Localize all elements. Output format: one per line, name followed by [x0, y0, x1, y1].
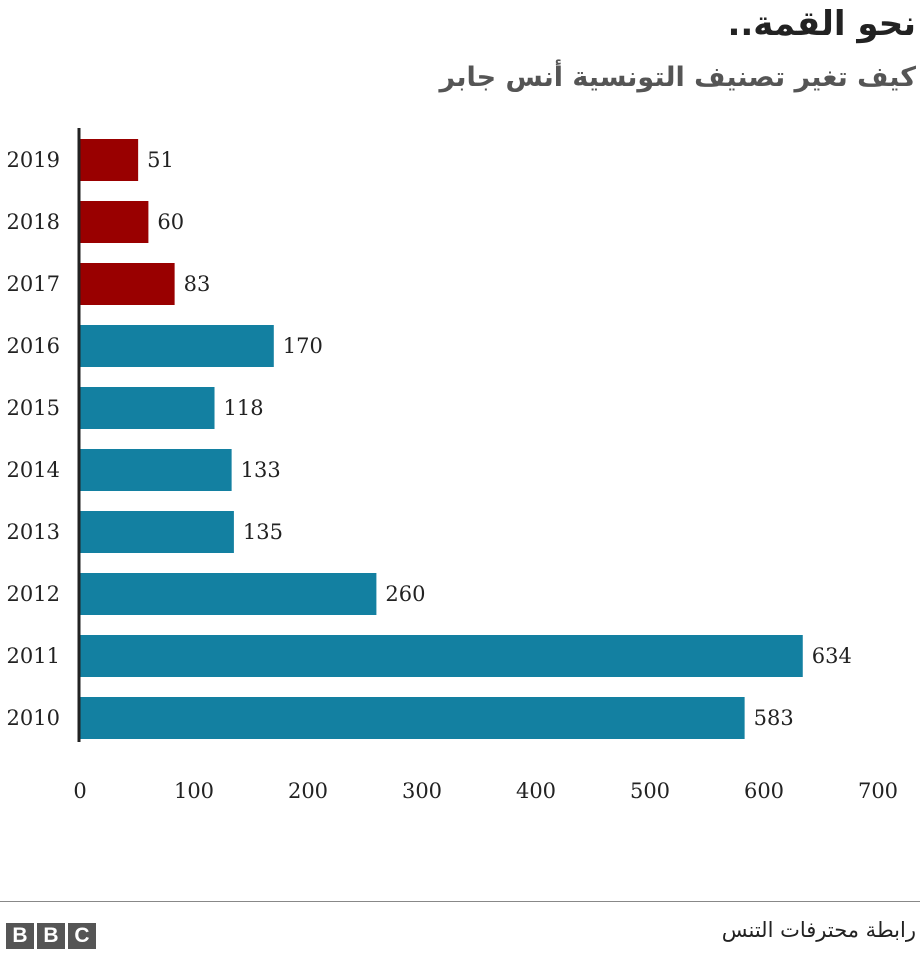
x-tick-label-200: 200 [288, 779, 328, 803]
bar-chart: 2019 51 2018 60 2017 83 2016 170 2015 118 2014 133 2… [7, 128, 898, 803]
bar-2015 [80, 387, 215, 429]
category-label-2012: 2012 [7, 582, 60, 606]
data-label-2014: 133 [241, 458, 281, 482]
data-label-2013: 135 [243, 520, 283, 544]
category-label-2010: 2010 [7, 706, 60, 730]
x-tick-label-700: 700 [858, 779, 898, 803]
data-label-2010: 583 [754, 706, 794, 730]
bar-2018 [80, 201, 149, 243]
bar-2010 [80, 697, 745, 739]
x-tick-label-500: 500 [630, 779, 670, 803]
bar-2016 [80, 325, 274, 367]
x-tick-label-100: 100 [174, 779, 214, 803]
category-label-2016: 2016 [7, 334, 60, 358]
bbc-logo-letter: B [6, 923, 34, 949]
bbc-logo: B B C [6, 923, 96, 949]
bar-2011 [80, 635, 803, 677]
category-label-2017: 2017 [7, 272, 60, 296]
bbc-logo-letter: B [37, 923, 65, 949]
category-label-2014: 2014 [7, 458, 60, 482]
footer-divider [0, 901, 920, 902]
bbc-logo-letter: C [68, 923, 96, 949]
bar-2014 [80, 449, 232, 491]
bar-2017 [80, 263, 175, 305]
bar-2013 [80, 511, 234, 553]
bar-2012 [80, 573, 377, 615]
data-label-2019: 51 [147, 148, 174, 172]
data-label-2015: 118 [224, 396, 264, 420]
data-label-2011: 634 [812, 644, 852, 668]
data-label-2012: 260 [385, 582, 425, 606]
x-tick-label-0: 0 [73, 779, 86, 803]
data-label-2017: 83 [184, 272, 211, 296]
x-tick-label-300: 300 [402, 779, 442, 803]
category-label-2011: 2011 [7, 644, 60, 668]
category-label-2018: 2018 [7, 210, 60, 234]
x-tick-label-400: 400 [516, 779, 556, 803]
data-label-2016: 170 [283, 334, 323, 358]
category-label-2015: 2015 [7, 396, 60, 420]
chart-subtitle: كيف تغير تصنيف التونسية أنس جابر [439, 62, 916, 93]
bar-2019 [80, 139, 139, 181]
chart-title: نحو القمة.. [727, 4, 916, 44]
category-label-2013: 2013 [7, 520, 60, 544]
source-text: رابطة محترفات التنس [721, 918, 916, 942]
x-tick-label-600: 600 [744, 779, 784, 803]
data-label-2018: 60 [157, 210, 184, 234]
category-label-2019: 2019 [7, 148, 60, 172]
